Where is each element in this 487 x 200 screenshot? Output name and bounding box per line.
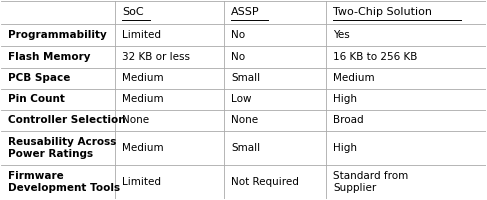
Text: Low: Low — [231, 94, 252, 104]
Text: 16 KB to 256 KB: 16 KB to 256 KB — [333, 52, 418, 62]
Text: Small: Small — [231, 73, 261, 83]
Text: Standard from
Supplier: Standard from Supplier — [333, 171, 409, 193]
Text: No: No — [231, 52, 245, 62]
Text: Not Required: Not Required — [231, 177, 299, 187]
Text: Medium: Medium — [122, 143, 164, 153]
Text: Firmware
Development Tools: Firmware Development Tools — [8, 171, 120, 193]
Text: None: None — [122, 115, 149, 125]
Text: Broad: Broad — [333, 115, 364, 125]
Text: Medium: Medium — [122, 94, 164, 104]
Text: None: None — [231, 115, 259, 125]
Text: Flash Memory: Flash Memory — [8, 52, 91, 62]
Text: Programmability: Programmability — [8, 30, 107, 40]
Text: Yes: Yes — [333, 30, 350, 40]
Text: High: High — [333, 143, 357, 153]
Text: ASSP: ASSP — [231, 7, 260, 17]
Text: High: High — [333, 94, 357, 104]
Text: Pin Count: Pin Count — [8, 94, 65, 104]
Text: 32 KB or less: 32 KB or less — [122, 52, 190, 62]
Text: Two-Chip Solution: Two-Chip Solution — [333, 7, 432, 17]
Text: No: No — [231, 30, 245, 40]
Text: SoC: SoC — [122, 7, 144, 17]
Text: Controller Selection: Controller Selection — [8, 115, 126, 125]
Text: Reusability Across
Power Ratings: Reusability Across Power Ratings — [8, 137, 116, 159]
Text: Small: Small — [231, 143, 261, 153]
Text: Limited: Limited — [122, 177, 161, 187]
Text: Limited: Limited — [122, 30, 161, 40]
Text: Medium: Medium — [333, 73, 375, 83]
Text: PCB Space: PCB Space — [8, 73, 70, 83]
Text: Medium: Medium — [122, 73, 164, 83]
